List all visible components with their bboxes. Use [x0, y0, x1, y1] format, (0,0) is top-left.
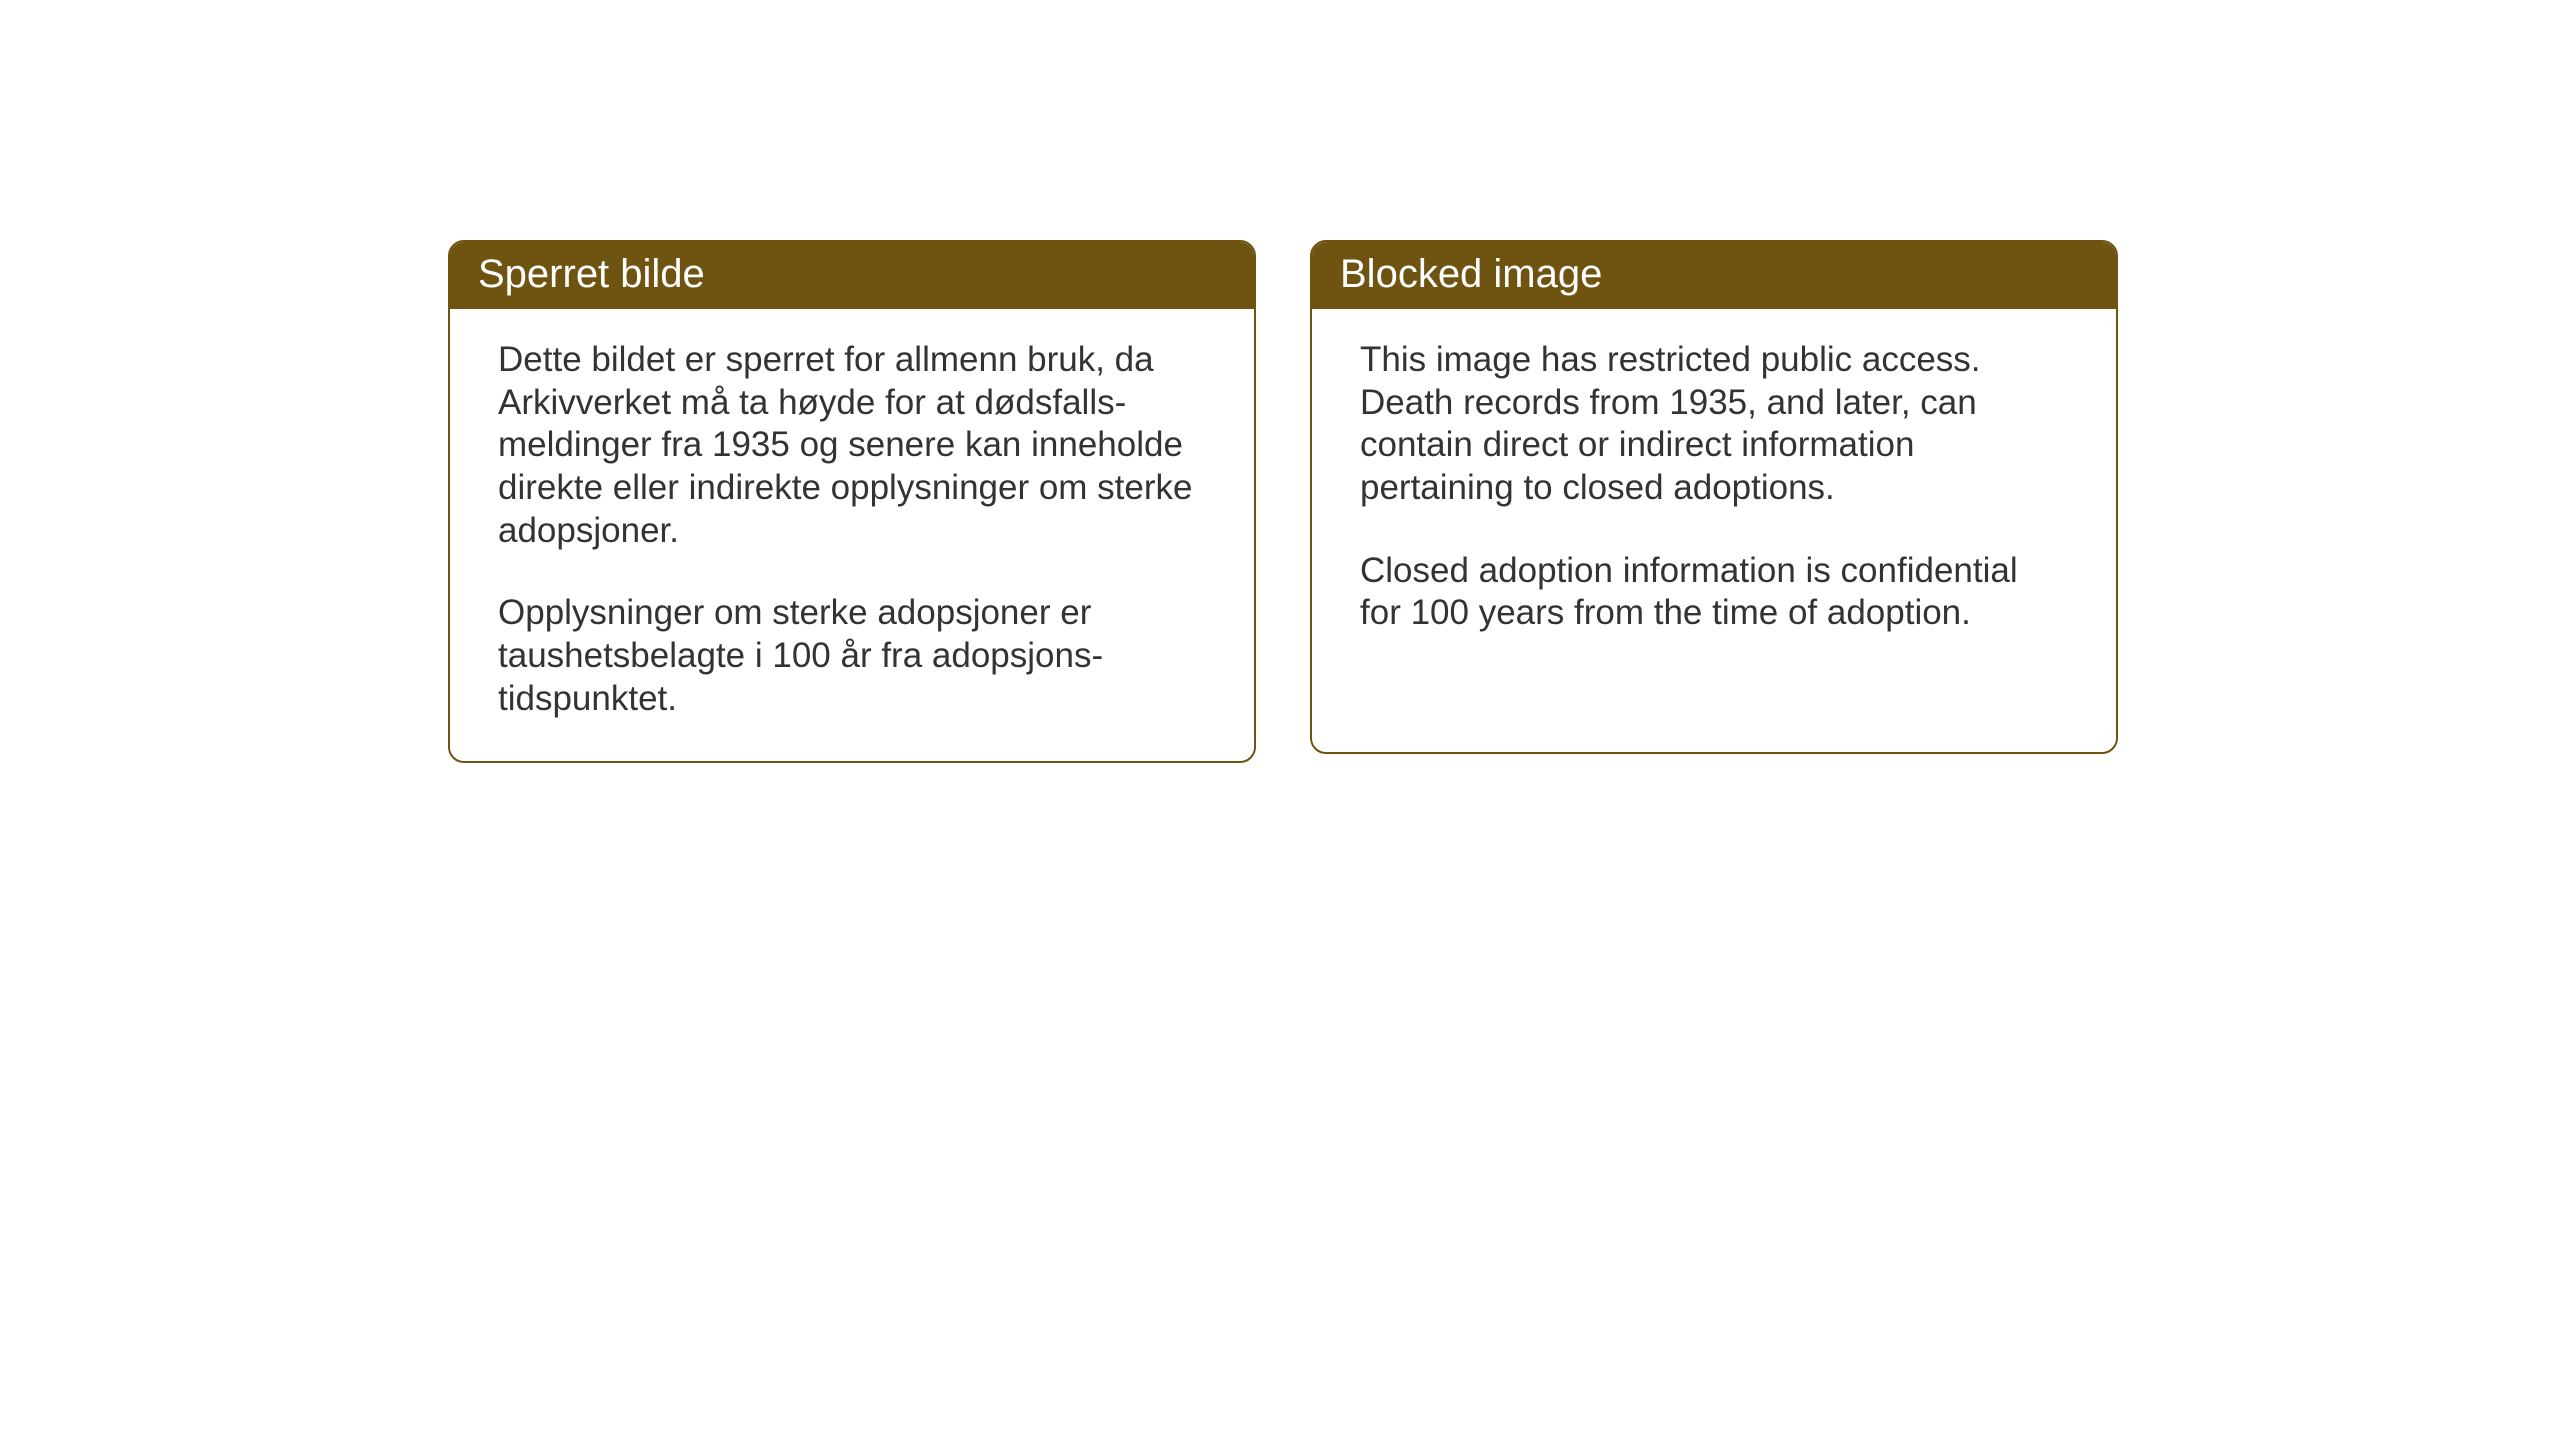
notice-paragraph-2-norwegian: Opplysninger om sterke adopsjoner er tau…: [498, 592, 1206, 720]
notice-header-english: Blocked image: [1312, 242, 2116, 309]
notice-paragraph-2-english: Closed adoption information is confident…: [1360, 550, 2068, 635]
notice-body-english: This image has restricted public access.…: [1312, 309, 2116, 675]
notice-card-english: Blocked image This image has restricted …: [1310, 240, 2118, 754]
notice-paragraph-1-english: This image has restricted public access.…: [1360, 339, 2068, 510]
notice-body-norwegian: Dette bildet er sperret for allmenn bruk…: [450, 309, 1254, 761]
notice-card-norwegian: Sperret bilde Dette bildet er sperret fo…: [448, 240, 1256, 763]
notice-paragraph-1-norwegian: Dette bildet er sperret for allmenn bruk…: [498, 339, 1206, 552]
notice-header-norwegian: Sperret bilde: [450, 242, 1254, 309]
notice-container: Sperret bilde Dette bildet er sperret fo…: [448, 240, 2118, 763]
